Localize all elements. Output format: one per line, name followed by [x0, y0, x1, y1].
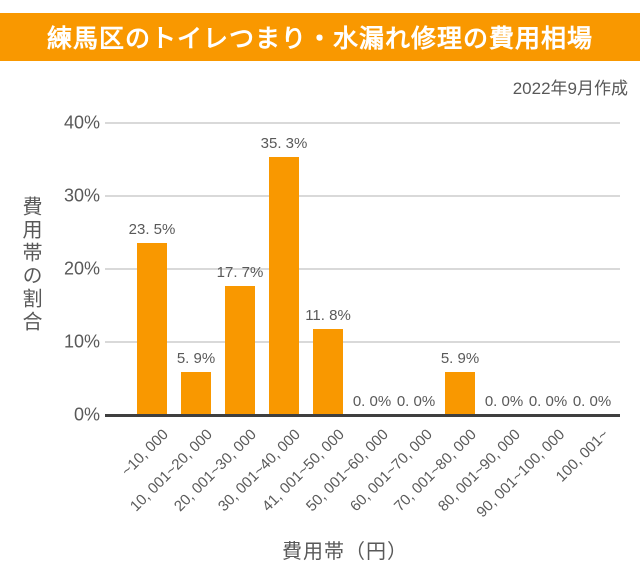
gridline: [105, 268, 620, 270]
value-label: 0. 0%: [484, 393, 524, 410]
bar: [225, 286, 255, 415]
value-label: 0. 0%: [572, 393, 612, 410]
bar: [137, 243, 167, 415]
value-label: 0. 0%: [352, 393, 392, 410]
value-label: 0. 0%: [396, 393, 436, 410]
bar: [269, 157, 299, 415]
gridline: [105, 195, 620, 197]
bar: [181, 372, 211, 415]
value-label: 5. 9%: [440, 350, 480, 367]
y-tick-label: 10%: [63, 331, 100, 352]
y-tick-label: 30%: [63, 185, 100, 206]
bar: [313, 329, 343, 415]
value-label: 17. 7%: [216, 264, 264, 281]
x-axis-line: [105, 414, 620, 417]
value-label: 11. 8%: [305, 307, 351, 324]
value-label: 35. 3%: [260, 135, 308, 152]
y-tick-label: 20%: [63, 258, 100, 279]
gridline: [105, 341, 620, 343]
title-banner: 練馬区のトイレつまり・水漏れ修理の費用相場: [0, 13, 640, 61]
y-tick-label: 0%: [73, 404, 100, 425]
y-tick-label: 40%: [63, 112, 100, 133]
chart-title: 練馬区のトイレつまり・水漏れ修理の費用相場: [46, 25, 593, 53]
y-axis-title: 費用帯の割合: [19, 196, 41, 334]
x-axis-title: 費用帯（円）: [282, 541, 408, 563]
value-label: 0. 0%: [528, 393, 568, 410]
date-note: 2022年9月作成: [512, 79, 628, 98]
bar: [445, 372, 475, 415]
gridline: [105, 122, 620, 124]
value-label: 5. 9%: [176, 350, 216, 367]
value-label: 23. 5%: [128, 221, 176, 238]
